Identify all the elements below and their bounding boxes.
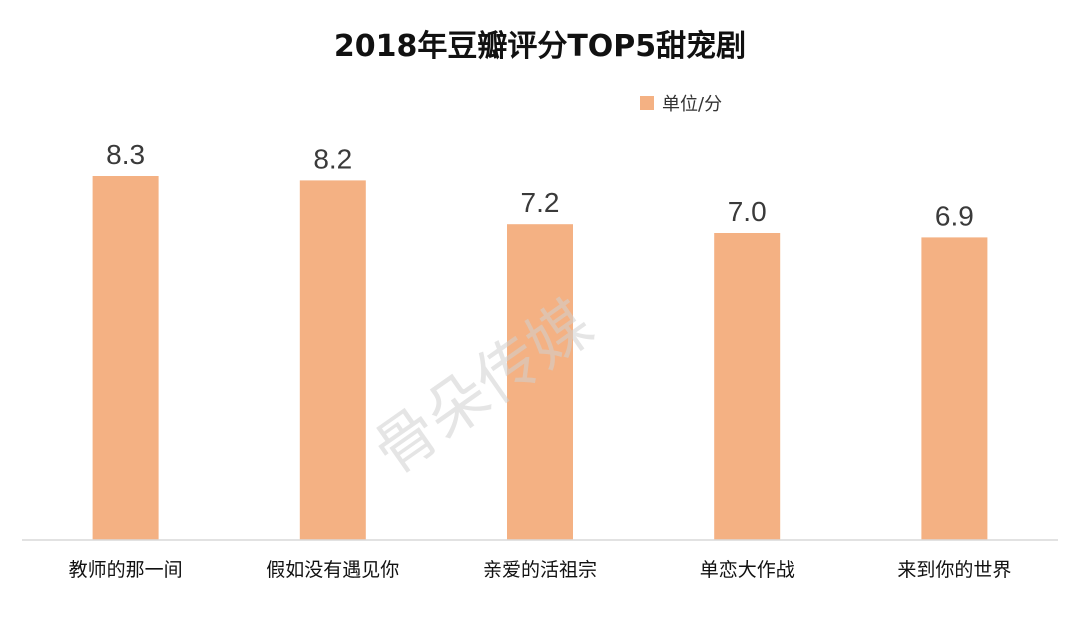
chart-title: 2018年豆瓣评分TOP5甜宠剧 bbox=[334, 29, 746, 64]
bar-2 bbox=[299, 180, 366, 540]
value-label-4: 7.0 bbox=[728, 196, 767, 227]
bar-4 bbox=[714, 233, 781, 540]
category-label-5: 来到你的世界 bbox=[897, 559, 1011, 581]
category-labels: 教师的那一间 假如没有遇见你 亲爱的活祖宗 单恋大作战 来到你的世界 bbox=[69, 559, 1012, 581]
bar-3 bbox=[507, 224, 573, 540]
bar-series bbox=[92, 176, 988, 540]
bar-5 bbox=[921, 237, 988, 540]
category-label-4: 单恋大作战 bbox=[700, 559, 795, 581]
value-label-2: 8.2 bbox=[313, 143, 352, 174]
legend-label: 单位/分 bbox=[662, 94, 722, 115]
value-label-1: 8.3 bbox=[106, 139, 145, 170]
bar-1 bbox=[92, 176, 159, 540]
legend-swatch bbox=[640, 96, 654, 110]
value-label-5: 6.9 bbox=[935, 200, 974, 231]
value-label-3: 7.2 bbox=[521, 187, 560, 218]
category-label-1: 教师的那一间 bbox=[69, 559, 183, 581]
category-label-3: 亲爱的活祖宗 bbox=[483, 559, 597, 581]
value-labels: 8.3 8.2 7.2 7.0 6.9 bbox=[106, 139, 974, 231]
category-label-2: 假如没有遇见你 bbox=[266, 559, 399, 581]
legend: 单位/分 bbox=[640, 94, 722, 115]
